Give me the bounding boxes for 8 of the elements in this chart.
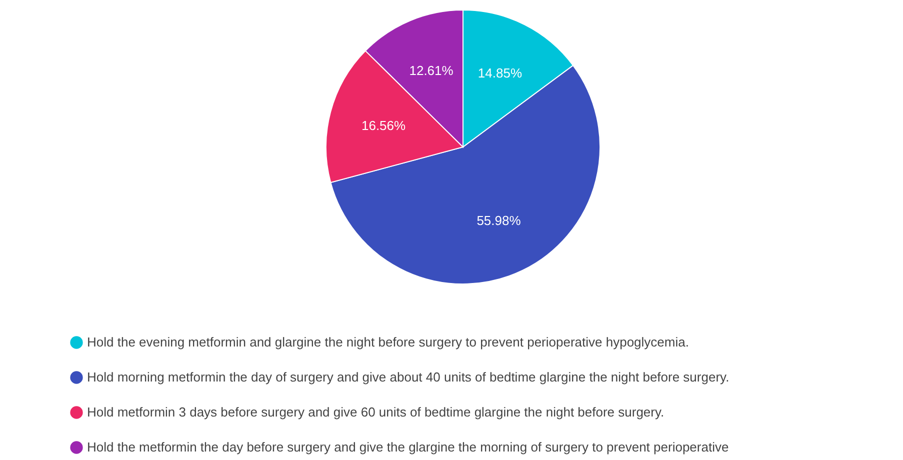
legend-label: Hold the metformin the day before surgery and give the glargine the morning of surgery to prevent perioperative	[87, 440, 729, 454]
data-label: 16.56%	[361, 118, 406, 134]
legend-label: Hold the evening metformin and glargine the night before surgery to prevent perioperative hypoglycemia.	[87, 334, 689, 350]
legend-label: Hold morning metformin the day of surgery and give about 40 units of bedtime glargine the night before surgery.	[87, 370, 730, 384]
data-label: 55.98%	[476, 213, 522, 228]
data-label: 14.85%	[478, 66, 522, 81]
data-label: 12.61%	[409, 63, 454, 78]
legend-label: Hold metformin 3 days before surgery and give 60 units of bedtime glargine the night before surgery.	[87, 404, 664, 420]
